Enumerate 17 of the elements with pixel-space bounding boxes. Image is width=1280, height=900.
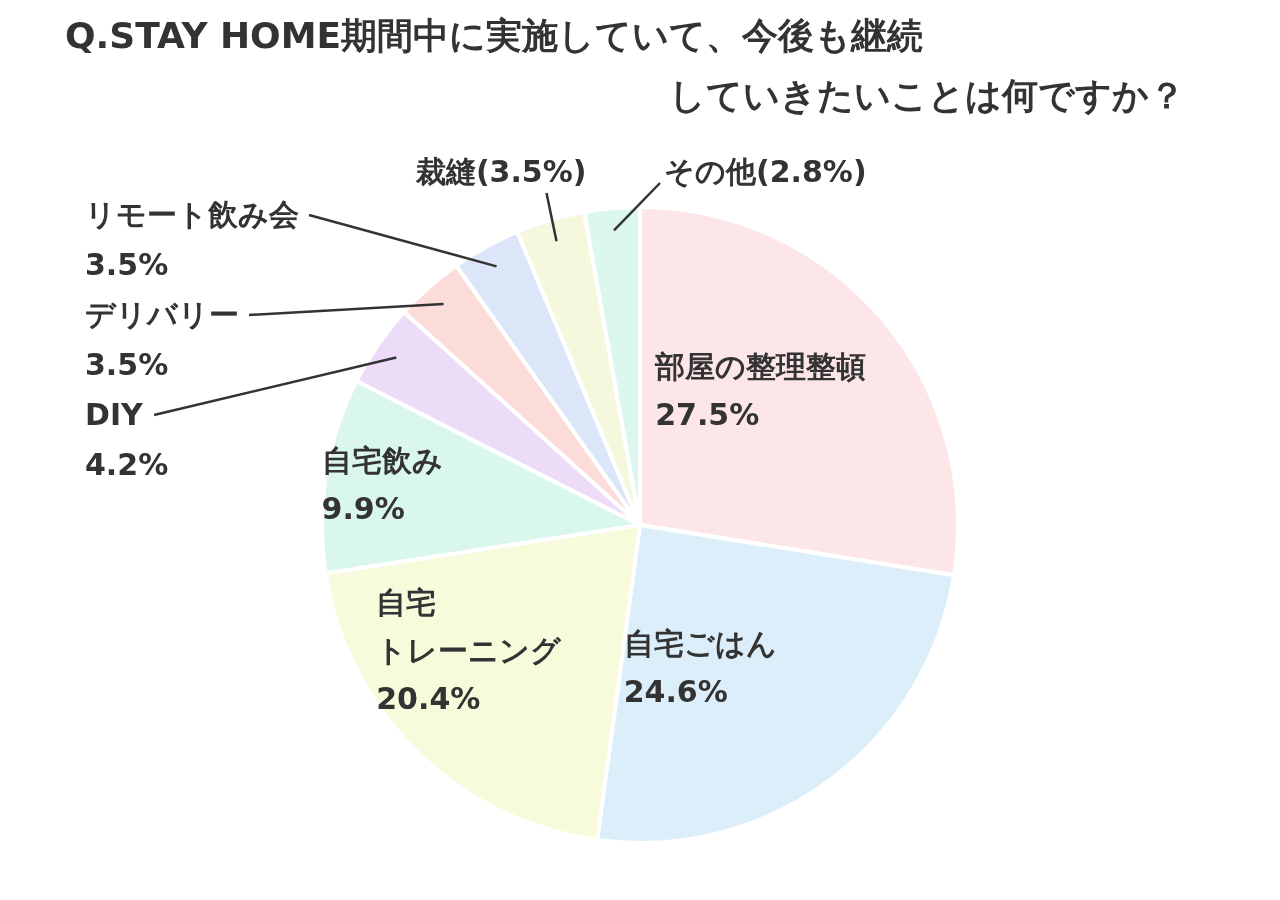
slice-label: デリバリー — [85, 297, 239, 332]
data-label: 3.5% — [85, 347, 169, 382]
slice-label: その他(2.8%) — [663, 154, 867, 189]
slice-label: 自宅飲み — [321, 442, 443, 478]
slice-label: 自宅ごはん — [623, 626, 777, 662]
data-label: 9.9% — [321, 490, 405, 526]
slice-label: 部屋の整理整頓 — [654, 349, 867, 385]
data-label: 3.5% — [85, 247, 169, 282]
slice-label: リモート飲み会 — [85, 197, 299, 232]
data-label: 27.5% — [655, 397, 760, 433]
slice-label: 自宅トレーニング — [376, 585, 563, 669]
slice-label: DIY — [85, 397, 145, 432]
slice-label: 裁縫(3.5%) — [414, 154, 587, 189]
data-label: 4.2% — [85, 447, 169, 482]
data-label: 24.6% — [623, 674, 728, 710]
data-label: 20.4% — [376, 681, 481, 717]
chart-title: Q.STAY HOME期間中に実施していて、今後も継続していきたいことは何ですか？ — [65, 15, 1185, 116]
